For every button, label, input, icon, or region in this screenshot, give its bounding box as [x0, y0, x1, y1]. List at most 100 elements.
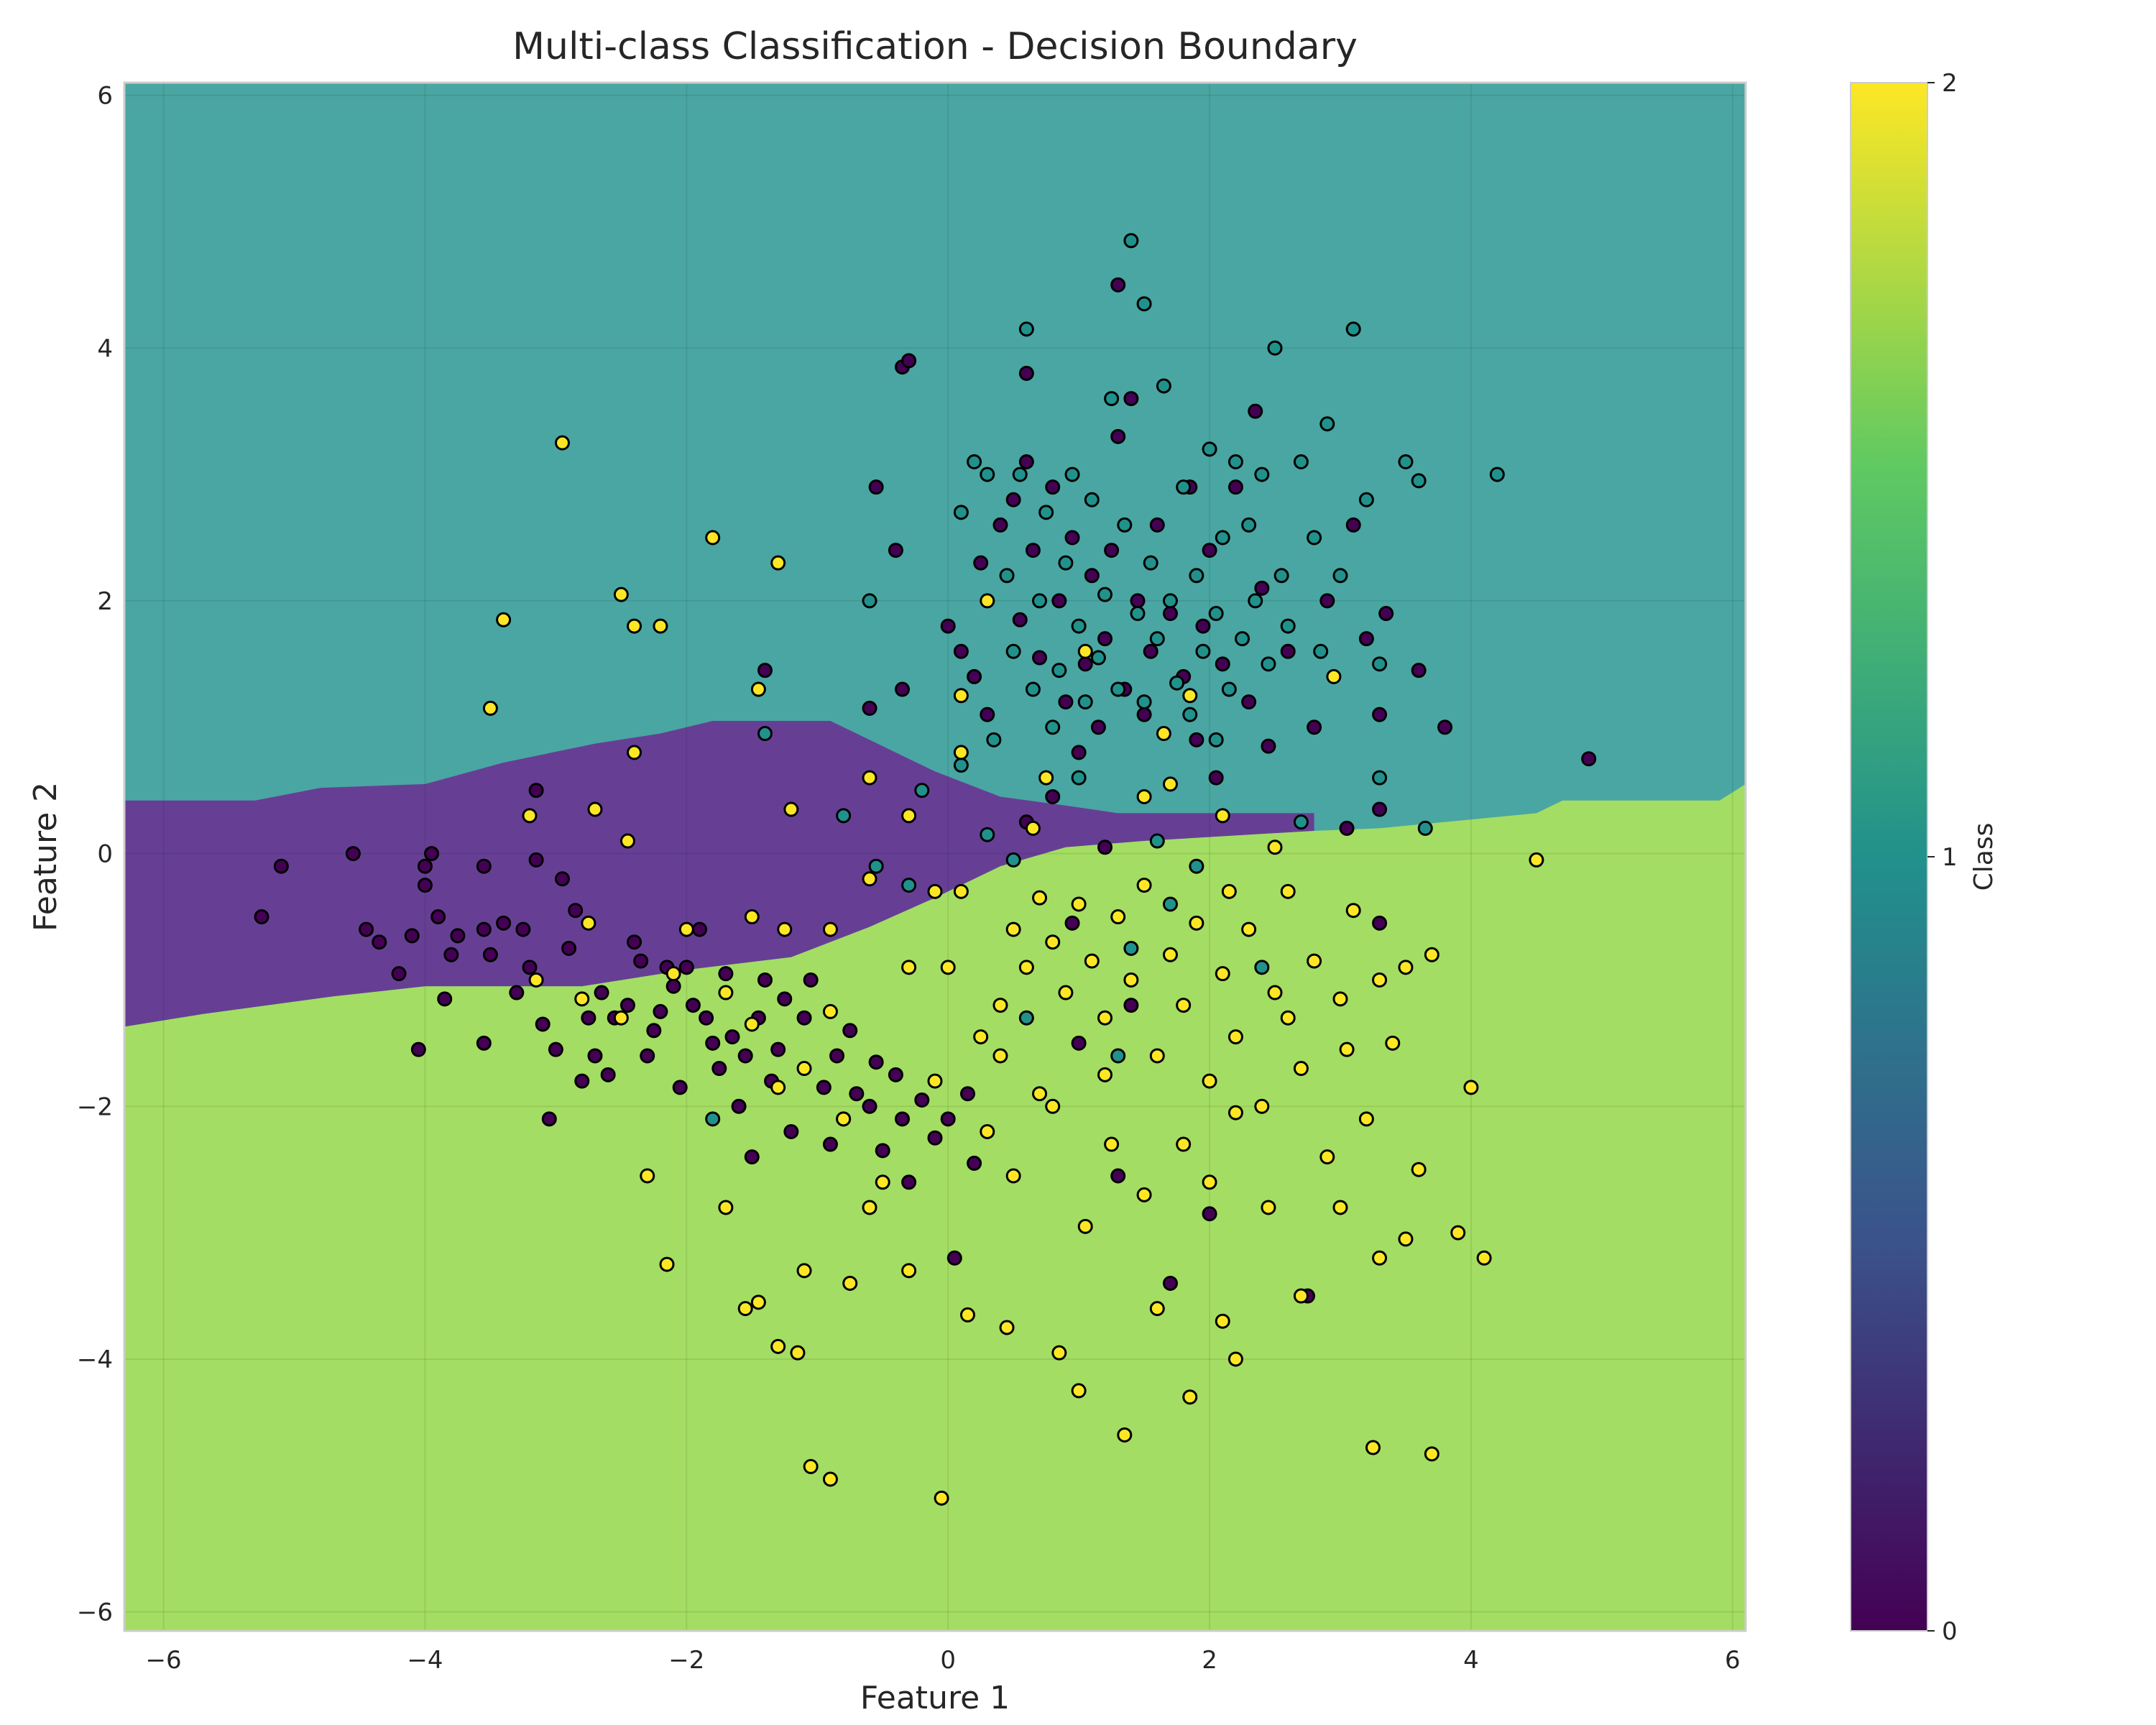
- point-class-0: [627, 934, 642, 950]
- point-class-2: [1463, 1080, 1479, 1095]
- point-class-2: [581, 915, 596, 931]
- point-class-0: [450, 928, 466, 944]
- point-class-1: [1110, 1048, 1126, 1064]
- point-class-2: [1529, 852, 1544, 868]
- point-class-2: [803, 1458, 819, 1474]
- point-class-2: [744, 1016, 760, 1032]
- point-class-2: [1411, 1162, 1427, 1177]
- y-axis-label: Feature 2: [27, 782, 64, 932]
- point-class-0: [1143, 643, 1158, 659]
- point-class-0: [646, 1023, 662, 1039]
- point-class-2: [1241, 921, 1257, 937]
- decision-regions: [124, 83, 1746, 1631]
- point-class-0: [509, 985, 525, 1000]
- point-class-0: [770, 1041, 786, 1057]
- x-tick-label: 0: [940, 1646, 956, 1675]
- point-class-2: [940, 960, 956, 975]
- point-class-2: [750, 1294, 766, 1310]
- point-class-0: [1307, 719, 1322, 735]
- point-class-2: [796, 1061, 812, 1077]
- point-class-0: [1208, 770, 1224, 786]
- point-class-2: [927, 883, 943, 899]
- point-class-0: [1378, 606, 1394, 622]
- point-class-0: [476, 921, 492, 937]
- point-class-2: [796, 1263, 812, 1279]
- point-class-2: [875, 1174, 890, 1190]
- point-class-0: [731, 1098, 747, 1114]
- point-class-0: [1248, 403, 1263, 419]
- point-class-1: [1241, 517, 1257, 533]
- point-class-1: [757, 726, 773, 742]
- point-class-2: [980, 593, 995, 609]
- point-class-0: [967, 1155, 982, 1171]
- point-class-0: [665, 978, 681, 994]
- point-class-2: [862, 871, 877, 887]
- point-class-2: [1215, 966, 1230, 982]
- point-class-2: [1005, 1168, 1021, 1184]
- point-class-0: [1345, 517, 1361, 533]
- point-class-0: [430, 909, 446, 925]
- point-class-0: [1136, 707, 1152, 722]
- point-class-2: [1136, 878, 1152, 893]
- point-class-0: [959, 1086, 975, 1102]
- x-axis-ticks: −6 −4 −2 0 2 4 6: [146, 1646, 1741, 1675]
- point-class-1: [1280, 618, 1296, 634]
- region-class-0: [124, 720, 1314, 1027]
- point-class-1: [862, 593, 877, 609]
- point-class-0: [1162, 1275, 1178, 1291]
- point-class-2: [1156, 726, 1171, 742]
- x-tick-label: −4: [407, 1646, 443, 1675]
- point-class-1: [1189, 568, 1204, 584]
- point-class-0: [548, 1041, 563, 1057]
- point-class-2: [862, 770, 877, 786]
- point-class-0: [528, 783, 544, 799]
- point-class-0: [940, 618, 956, 634]
- point-class-1: [1136, 694, 1152, 710]
- point-class-0: [946, 1250, 962, 1266]
- point-class-2: [927, 1073, 943, 1089]
- point-class-1: [1215, 530, 1230, 546]
- point-class-2: [842, 1275, 858, 1291]
- point-class-0: [1071, 745, 1087, 760]
- point-class-0: [953, 643, 969, 659]
- point-class-0: [561, 940, 577, 956]
- point-class-2: [1280, 883, 1296, 899]
- point-class-1: [868, 858, 884, 874]
- point-class-2: [1077, 643, 1093, 659]
- point-class-0: [1097, 631, 1113, 647]
- point-class-2: [770, 555, 786, 571]
- point-class-1: [1169, 675, 1185, 691]
- point-class-2: [1149, 1048, 1165, 1064]
- point-class-0: [678, 960, 694, 975]
- point-class-0: [1058, 694, 1074, 710]
- point-class-0: [895, 681, 911, 697]
- y-tick-label: 4: [97, 334, 113, 363]
- point-class-2: [1025, 820, 1041, 836]
- point-class-2: [953, 745, 969, 760]
- point-class-1: [836, 808, 852, 824]
- point-class-0: [868, 479, 884, 495]
- point-class-2: [901, 960, 917, 975]
- point-class-2: [737, 1301, 753, 1317]
- point-class-1: [1136, 296, 1152, 312]
- point-class-1: [1077, 694, 1093, 710]
- y-tick-label: −4: [77, 1346, 113, 1374]
- point-class-0: [640, 1048, 655, 1064]
- point-class-0: [699, 1010, 714, 1026]
- point-class-0: [1202, 1206, 1217, 1222]
- point-class-0: [574, 1073, 590, 1089]
- colorbar-tick-label: 1: [1942, 843, 1958, 872]
- point-class-1: [1273, 568, 1289, 584]
- point-class-2: [1149, 1301, 1165, 1317]
- point-class-1: [1156, 378, 1171, 394]
- point-class-1: [1489, 466, 1505, 482]
- point-class-0: [1110, 1168, 1126, 1184]
- point-class-0: [1372, 707, 1388, 722]
- point-class-0: [254, 909, 270, 925]
- point-class-2: [1071, 1383, 1087, 1399]
- point-class-2: [1319, 1149, 1335, 1165]
- point-class-1: [1123, 940, 1139, 956]
- point-class-2: [554, 435, 570, 451]
- point-class-2: [1372, 972, 1388, 988]
- point-class-0: [476, 1035, 492, 1051]
